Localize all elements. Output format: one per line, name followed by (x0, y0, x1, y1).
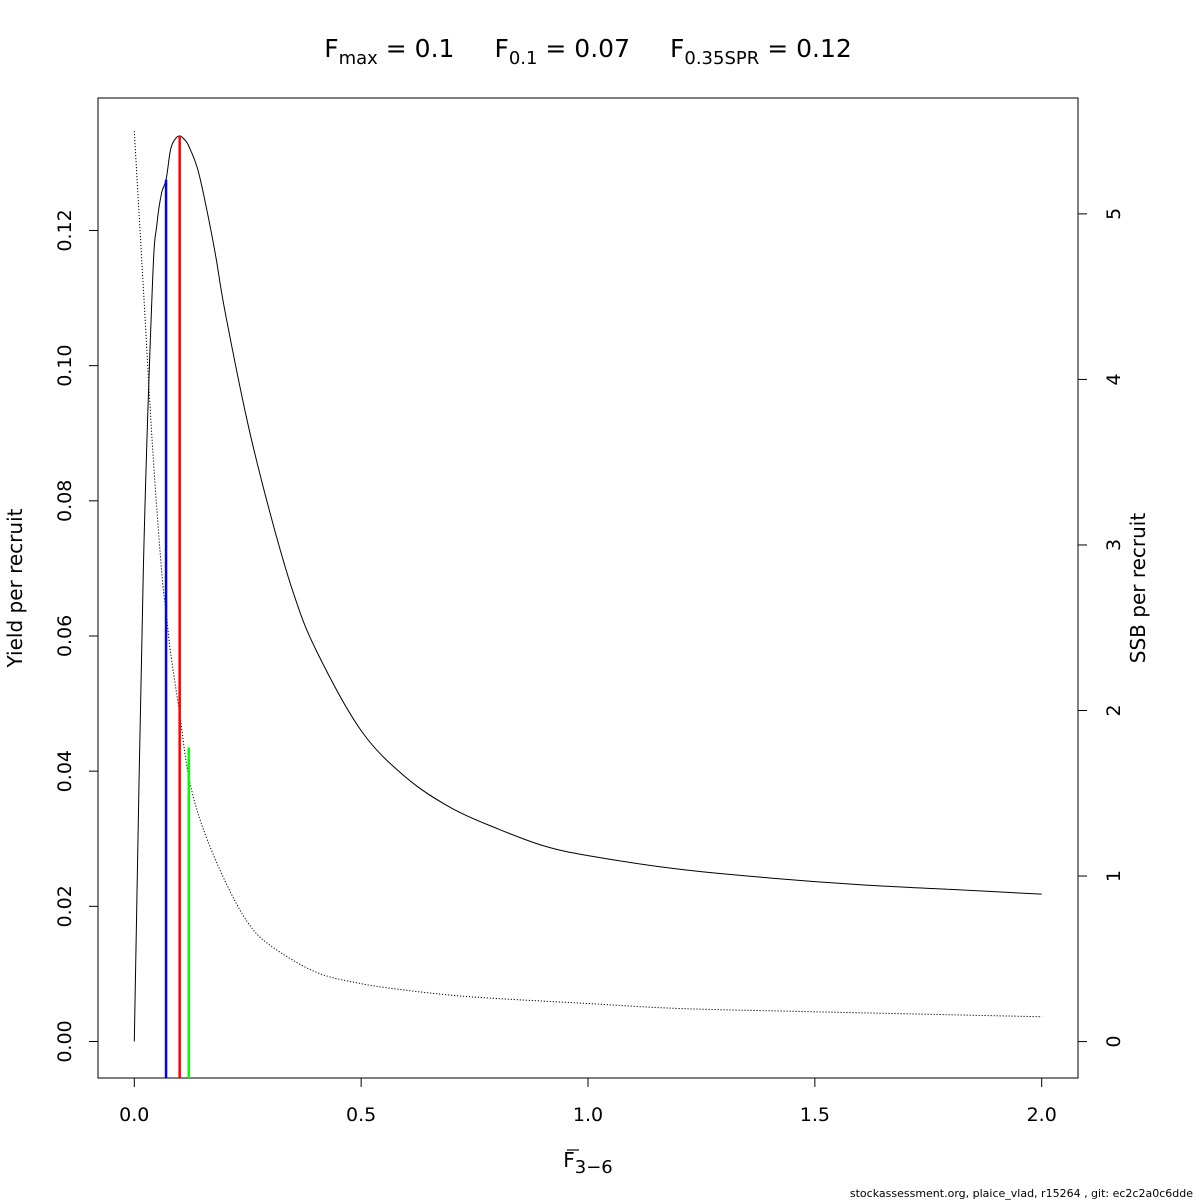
x-tick-label: 0.0 (119, 1104, 149, 1126)
title-f01-sub: 0.1 (509, 48, 538, 69)
y-left-tick-label: 0.02 (54, 885, 76, 927)
y-left-tick-label: 0.08 (54, 480, 76, 522)
plot-frame (97, 97, 1079, 1079)
title-f01-main: F (494, 34, 508, 63)
y-right-tick-label: 2 (1103, 704, 1125, 716)
title-f35-value: = 0.12 (759, 34, 852, 63)
x-tick-label: 2.0 (1027, 1104, 1057, 1126)
y-left-tick-label: 0.00 (54, 1020, 76, 1062)
title-f35-main: F (670, 34, 684, 63)
title-f01-value: = 0.07 (537, 34, 630, 63)
title-fmax-value: = 0.1 (378, 34, 455, 63)
series-layer (133, 131, 1042, 1042)
title-fmax-main: F (324, 34, 338, 63)
title-fmax-sub: max (339, 48, 379, 69)
title-f35-sub: 0.35SPR (684, 48, 759, 69)
x-tick-label: 0.5 (346, 1104, 376, 1126)
y-left-tick-label: 0.04 (54, 750, 76, 792)
x-axis-title-main: F (563, 1148, 575, 1172)
y-right-tick-label: 1 (1103, 870, 1125, 882)
y-left-tick-label: 0.12 (54, 209, 76, 251)
y-axis-title-left: Yield per recruit (3, 508, 27, 668)
y-left-tick-label: 0.06 (54, 615, 76, 657)
y-right-tick-label: 5 (1103, 208, 1125, 220)
y-left-tick-label: 0.10 (54, 344, 76, 386)
x-tick-label: 1.5 (800, 1104, 830, 1126)
ssb-per-recruit-line (133, 131, 1042, 1018)
yield-per-recruit-line (133, 135, 1042, 1042)
y-right-tick-label: 4 (1103, 373, 1125, 385)
x-axis-title-sub: 3−6 (575, 1157, 613, 1178)
footer-note: stockassessment.org, plaice_vlad, r15264… (850, 1187, 1193, 1200)
y-axis-title-right: SSB per recruit (1126, 513, 1150, 664)
y-right-tick-label: 3 (1103, 539, 1125, 551)
x-tick-label: 1.0 (573, 1104, 603, 1126)
y-right-tick-label: 0 (1103, 1036, 1125, 1048)
ticks-layer: 0.0 0.5 1.0 1.5 2.0 0.00 0.02 0.04 0.06 0.08 0.10 0… (54, 208, 1125, 1126)
chart-title: Fmax = 0.1 F0.1 = 0.07 F0.35SPR = 0.12 (324, 34, 852, 69)
x-axis-title: F3−6 (563, 1148, 613, 1178)
reference-lines-layer (164, 135, 190, 1078)
